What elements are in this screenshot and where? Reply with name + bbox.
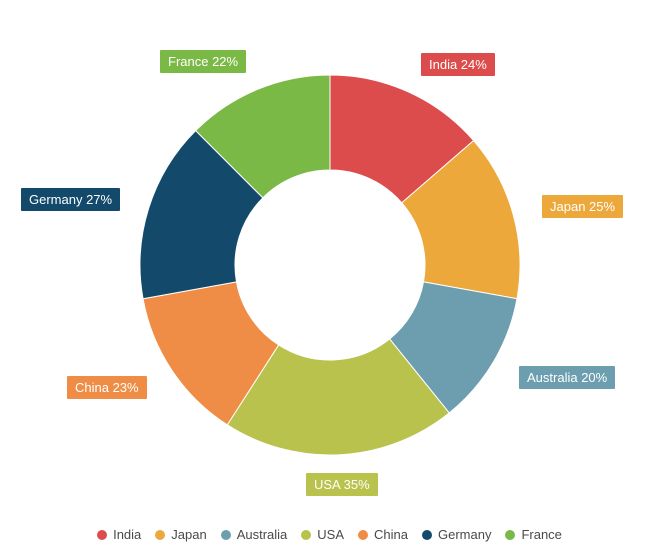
legend-swatch-icon (301, 530, 311, 540)
slice-label-usa: USA 35% (306, 473, 378, 496)
slice-label-germany: Germany 27% (21, 188, 120, 211)
legend-item-australia[interactable]: Australia (221, 527, 288, 542)
slice-label-france: France 22% (160, 50, 246, 73)
legend-label: France (521, 527, 561, 542)
legend-item-china[interactable]: China (358, 527, 408, 542)
legend-item-france[interactable]: France (505, 527, 561, 542)
legend-swatch-icon (221, 530, 231, 540)
legend-label: Japan (171, 527, 206, 542)
legend-label: Germany (438, 527, 491, 542)
legend-item-japan[interactable]: Japan (155, 527, 206, 542)
legend-label: India (113, 527, 141, 542)
donut-chart-container: India Japan Australia USA China Germany France… (0, 0, 659, 560)
slice-label-china: China 23% (67, 376, 147, 399)
legend-label: USA (317, 527, 344, 542)
legend-label: China (374, 527, 408, 542)
legend-item-germany[interactable]: Germany (422, 527, 491, 542)
slice-label-japan: Japan 25% (542, 195, 623, 218)
legend-swatch-icon (422, 530, 432, 540)
legend-item-usa[interactable]: USA (301, 527, 344, 542)
legend-swatch-icon (97, 530, 107, 540)
slice-label-india: India 24% (421, 53, 495, 76)
chart-legend: India Japan Australia USA China Germany France (0, 527, 659, 542)
legend-swatch-icon (505, 530, 515, 540)
legend-swatch-icon (358, 530, 368, 540)
legend-label: Australia (237, 527, 288, 542)
legend-item-india[interactable]: India (97, 527, 141, 542)
legend-swatch-icon (155, 530, 165, 540)
slice-label-australia: Australia 20% (519, 366, 615, 389)
